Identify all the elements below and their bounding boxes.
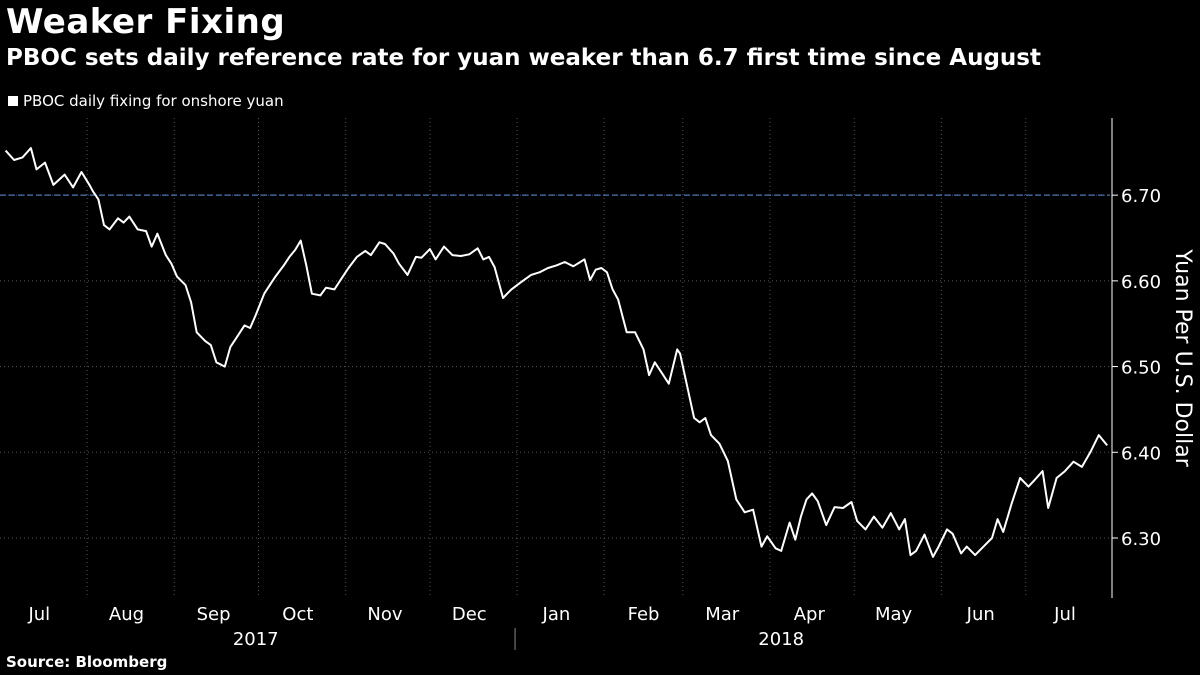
- legend: PBOC daily fixing for onshore yuan: [8, 92, 284, 110]
- x-tick-label: Jan: [542, 604, 571, 625]
- x-tick-label: Jun: [966, 604, 995, 625]
- x-tick-label: Sep: [197, 604, 231, 625]
- y-tick-label: 6.70: [1121, 186, 1161, 207]
- chart-subtitle: PBOC sets daily reference rate for yuan …: [6, 45, 1041, 71]
- y-tick-label: 6.60: [1121, 272, 1161, 293]
- year-label: 2017: [233, 629, 279, 650]
- x-tick-label: Mar: [705, 604, 740, 625]
- y-tick-label: 6.40: [1121, 443, 1161, 464]
- x-tick-label: Apr: [794, 604, 826, 625]
- x-tick-label: Dec: [452, 604, 487, 625]
- chart-title: Weaker Fixing: [6, 2, 286, 42]
- x-tick-label: May: [875, 604, 913, 625]
- series-line: [4, 147, 1108, 558]
- source-note: Source: Bloomberg: [6, 653, 168, 671]
- y-axis-title: Yuan Per U.S. Dollar: [1170, 248, 1195, 467]
- year-label: 2018: [758, 629, 804, 650]
- x-tick-label: Feb: [628, 604, 660, 625]
- legend-label: PBOC daily fixing for onshore yuan: [23, 92, 284, 110]
- x-tick-label: Nov: [367, 604, 402, 625]
- x-tick-label: Jul: [1053, 604, 1076, 625]
- x-tick-label: Oct: [282, 604, 313, 625]
- x-tick-label: Jul: [27, 604, 50, 625]
- legend-swatch: [8, 96, 18, 106]
- x-tick-label: Aug: [109, 604, 144, 625]
- y-tick-label: 6.50: [1121, 358, 1161, 379]
- y-tick-label: 6.30: [1121, 529, 1161, 550]
